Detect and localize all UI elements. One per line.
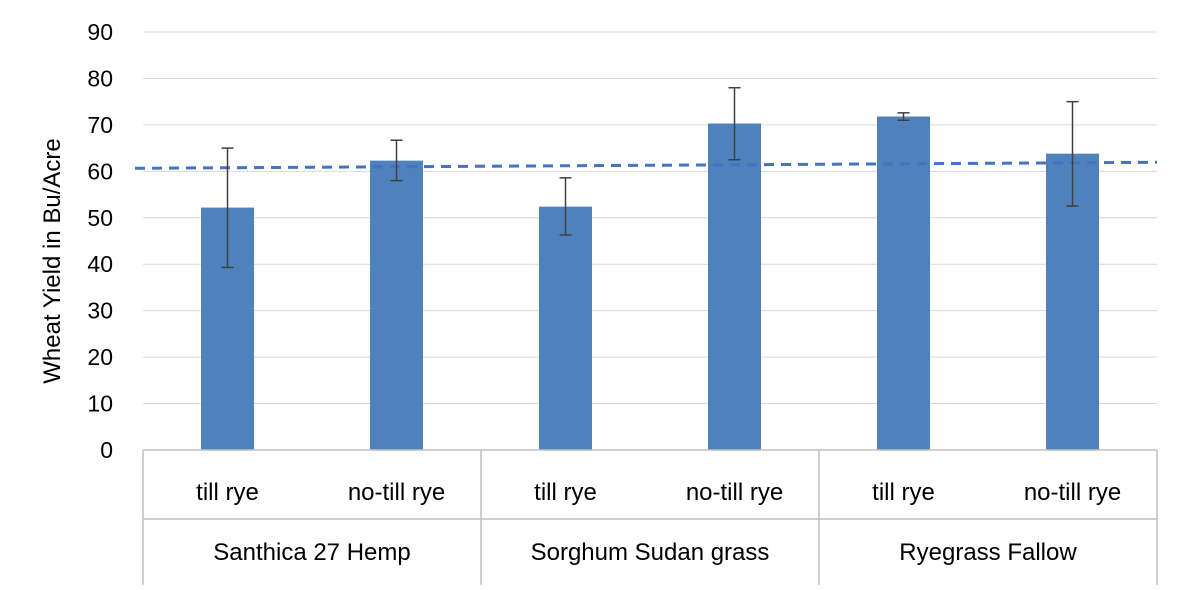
x-tick-label: till rye xyxy=(196,479,259,506)
reference-line xyxy=(134,160,1158,170)
y-axis-title: Wheat Yield in Bu/Acre xyxy=(39,138,66,383)
y-tick-label: 60 xyxy=(87,158,113,184)
group-label: Ryegrass Fallow xyxy=(899,539,1077,566)
x-tick-label: no-till rye xyxy=(1024,479,1121,506)
y-tick-label: 10 xyxy=(87,391,113,417)
y-tick-label: 20 xyxy=(87,344,113,370)
group-label: Santhica 27 Hemp xyxy=(213,539,410,566)
x-tick-label: till rye xyxy=(872,479,935,506)
error-bar xyxy=(559,177,572,236)
error-bar xyxy=(1066,100,1079,207)
error-bar xyxy=(390,139,403,182)
x-tick-label: no-till rye xyxy=(686,479,783,506)
bar xyxy=(539,206,592,450)
bar xyxy=(877,116,930,450)
y-tick-label: 70 xyxy=(87,112,113,138)
error-bar xyxy=(221,147,234,269)
bar xyxy=(370,160,423,450)
y-tick-label: 80 xyxy=(87,65,113,91)
y-tick-label: 0 xyxy=(100,437,113,463)
y-tick-label: 50 xyxy=(87,205,113,231)
error-bar xyxy=(897,112,910,121)
y-tick-label: 90 xyxy=(87,19,113,45)
x-tick-label: no-till rye xyxy=(348,479,445,506)
bar xyxy=(708,123,761,451)
x-tick-label: till rye xyxy=(534,479,597,506)
group-label: Sorghum Sudan grass xyxy=(531,539,770,566)
y-tick-label: 30 xyxy=(87,298,113,324)
y-tick-label: 40 xyxy=(87,251,113,277)
error-bar xyxy=(728,86,741,161)
